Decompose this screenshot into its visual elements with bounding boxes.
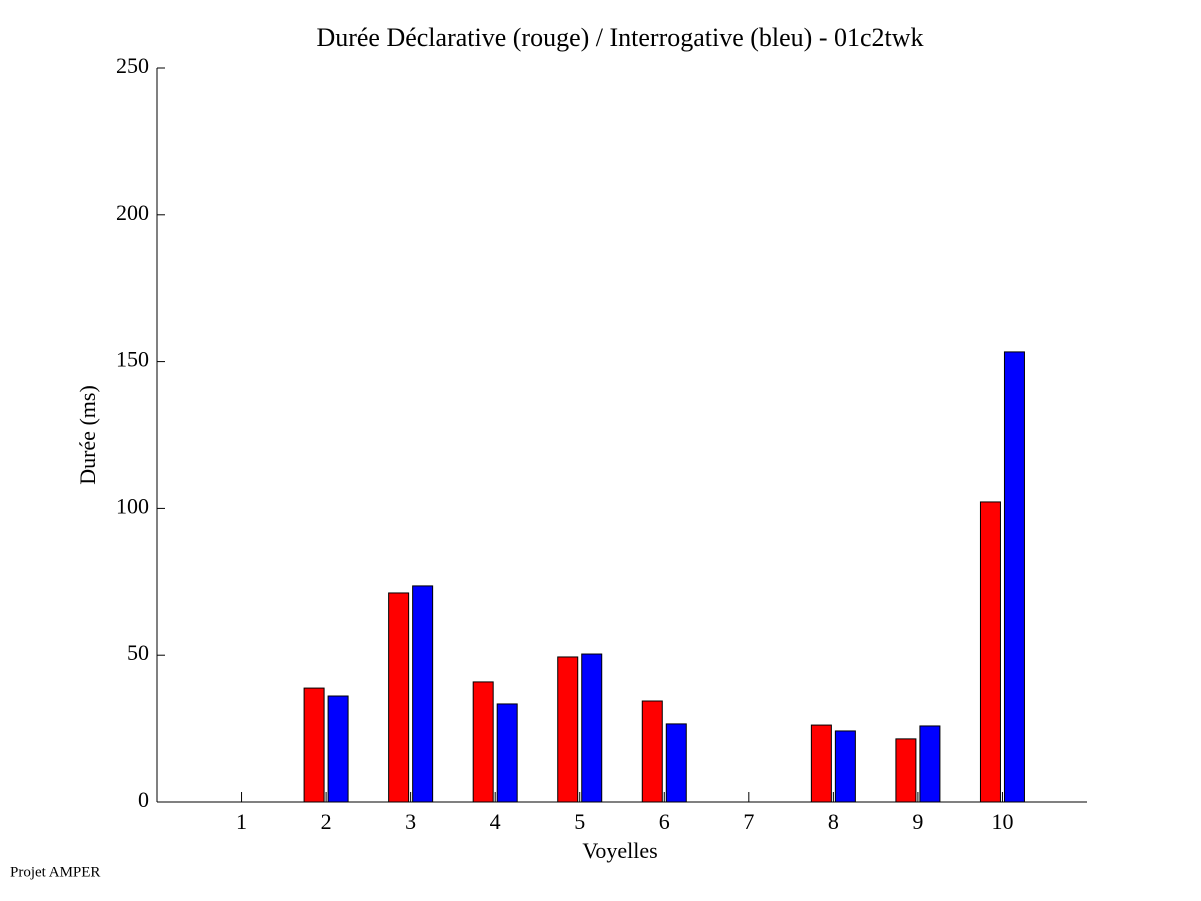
y-tick-label: 150: [116, 347, 149, 372]
bar: [810, 724, 832, 803]
bar: [665, 723, 687, 803]
bar: [327, 695, 349, 803]
y-axis-label: Durée (ms): [75, 385, 100, 485]
y-tick-label: 250: [116, 53, 149, 78]
footer-note: Projet AMPER: [10, 864, 100, 880]
bar: [412, 585, 434, 803]
bar: [581, 653, 603, 803]
x-axis-label: Voyelles: [582, 838, 657, 863]
x-tick-label: 6: [659, 809, 670, 834]
x-tick-label: 4: [490, 809, 501, 834]
x-tick-label: 10: [991, 809, 1013, 834]
bar: [895, 738, 917, 803]
y-tick-label: 0: [138, 787, 149, 812]
y-tick-label: 100: [116, 493, 149, 518]
x-tick-label: 5: [574, 809, 585, 834]
bar: [979, 501, 1001, 803]
y-tick-label: 200: [116, 200, 149, 225]
x-tick-label: 8: [828, 809, 839, 834]
bar: [388, 592, 410, 803]
bar: [303, 687, 325, 803]
x-tick-label: 1: [236, 809, 247, 834]
x-tick-label: 3: [405, 809, 416, 834]
bar: [1003, 351, 1025, 803]
bar: [472, 681, 494, 803]
chart-title: Durée Déclarative (rouge) / Interrogativ…: [316, 23, 923, 52]
x-tick-label: 9: [912, 809, 923, 834]
x-tick-label: 2: [321, 809, 332, 834]
bar: [496, 703, 518, 803]
y-tick-label: 50: [127, 640, 149, 665]
bar: [557, 656, 579, 803]
bar: [834, 730, 856, 803]
x-tick-label: 7: [743, 809, 754, 834]
bar: [919, 725, 941, 803]
bar: [641, 700, 663, 803]
